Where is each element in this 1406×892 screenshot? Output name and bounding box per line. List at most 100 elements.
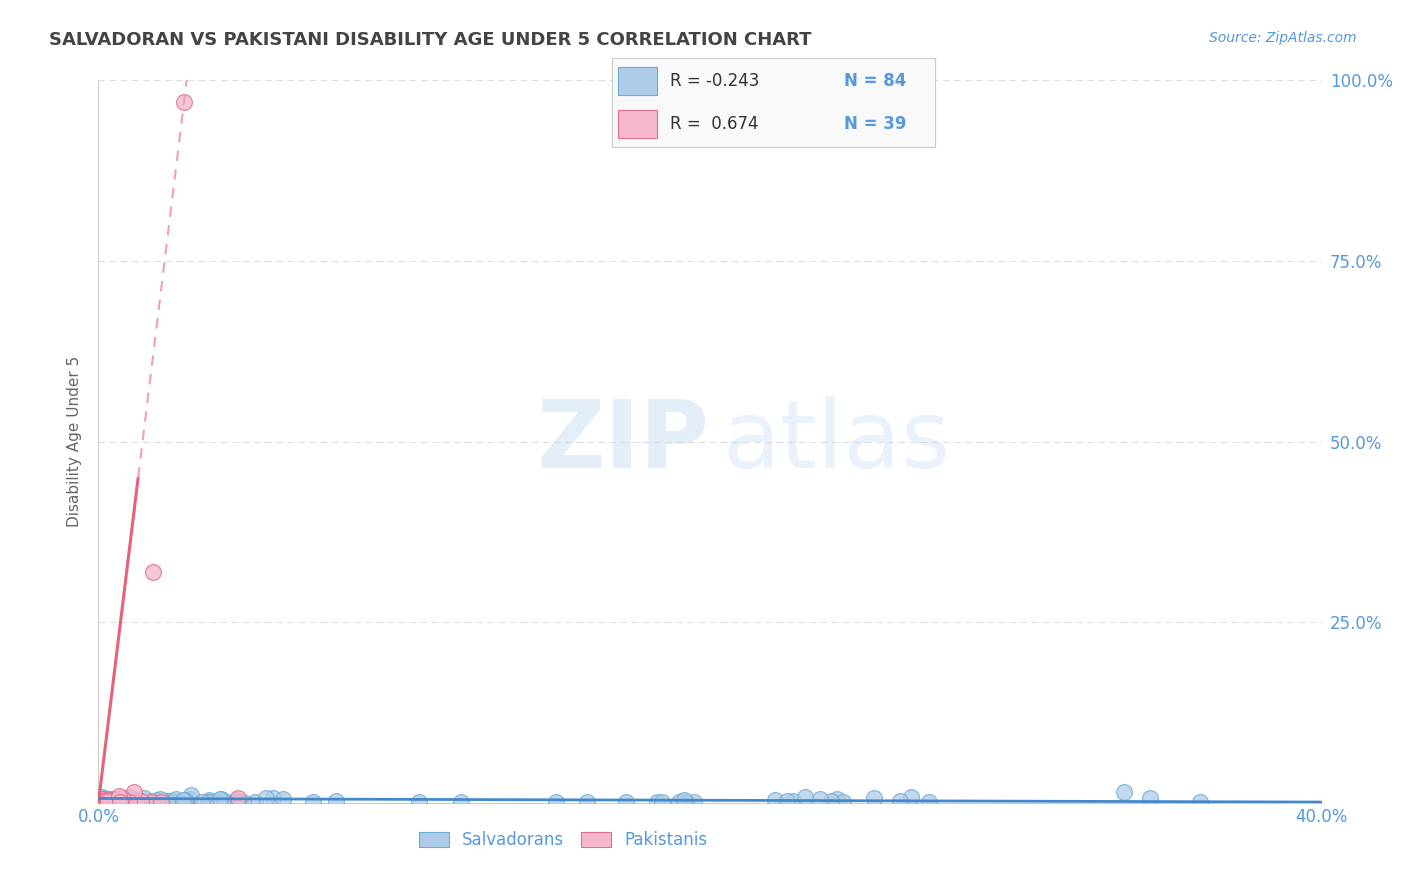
Point: [90, 795, 112, 809]
Point: [122, 785, 145, 799]
Point: [668, 796, 690, 810]
Point: [209, 792, 232, 806]
Point: [325, 794, 347, 808]
Point: [94, 796, 117, 810]
Point: [139, 795, 162, 809]
Point: [225, 793, 247, 807]
Point: [110, 792, 132, 806]
Point: [101, 796, 124, 810]
Point: [118, 789, 141, 804]
Point: [263, 791, 285, 805]
Point: [124, 793, 146, 807]
Point: [90, 794, 112, 808]
Point: [114, 793, 136, 807]
Point: [94, 795, 117, 809]
Point: [271, 792, 294, 806]
Point: [115, 795, 138, 809]
Point: [782, 794, 804, 808]
Point: [142, 565, 165, 579]
Point: [141, 796, 163, 810]
Point: [150, 796, 173, 810]
Text: ZIP: ZIP: [537, 395, 710, 488]
Point: [647, 795, 669, 809]
Point: [97, 792, 120, 806]
Point: [108, 789, 131, 804]
Point: [103, 794, 125, 808]
Point: [90, 793, 112, 807]
Point: [129, 794, 152, 808]
Point: [101, 794, 124, 808]
Point: [128, 794, 150, 808]
Point: [91, 791, 114, 805]
Point: [121, 794, 143, 808]
Point: [825, 792, 848, 806]
Point: [165, 792, 187, 806]
Text: SALVADORAN VS PAKISTANI DISABILITY AGE UNDER 5 CORRELATION CHART: SALVADORAN VS PAKISTANI DISABILITY AGE U…: [49, 31, 811, 49]
Point: [97, 794, 120, 808]
FancyBboxPatch shape: [619, 67, 657, 95]
Point: [90, 792, 112, 806]
Point: [97, 794, 120, 808]
Point: [111, 790, 134, 805]
Point: [794, 790, 817, 805]
Point: [776, 795, 799, 809]
Point: [155, 794, 177, 808]
Point: [209, 791, 232, 805]
Point: [197, 793, 219, 807]
Point: [172, 796, 194, 810]
Text: Source: ZipAtlas.com: Source: ZipAtlas.com: [1209, 31, 1357, 45]
Point: [104, 793, 127, 807]
Point: [91, 792, 114, 806]
Point: [900, 789, 922, 804]
Point: [103, 796, 125, 810]
Point: [863, 791, 886, 805]
Text: R =  0.674: R = 0.674: [669, 115, 758, 133]
Point: [226, 791, 249, 805]
Point: [149, 796, 172, 810]
Point: [763, 793, 786, 807]
Point: [117, 794, 139, 808]
Point: [243, 796, 266, 810]
Point: [1189, 796, 1212, 810]
Point: [683, 796, 706, 810]
Point: [546, 795, 568, 809]
Point: [450, 795, 472, 809]
Point: [174, 793, 197, 807]
Point: [254, 791, 277, 805]
Point: [91, 794, 114, 808]
Point: [103, 796, 125, 810]
Point: [1139, 791, 1161, 805]
Point: [100, 792, 122, 806]
Point: [614, 796, 637, 810]
Point: [197, 796, 219, 810]
Point: [831, 796, 853, 810]
Point: [110, 795, 132, 809]
Point: [98, 796, 121, 810]
Point: [90, 796, 112, 810]
Point: [93, 794, 115, 808]
Point: [90, 794, 112, 808]
Text: atlas: atlas: [723, 395, 950, 488]
Point: [675, 795, 697, 809]
Point: [228, 795, 250, 809]
Point: [96, 796, 118, 810]
Point: [672, 792, 695, 806]
Point: [132, 790, 155, 805]
Point: [138, 794, 160, 808]
Point: [198, 796, 221, 810]
Point: [120, 791, 142, 805]
Point: [90, 792, 112, 806]
Point: [173, 95, 195, 109]
Point: [117, 795, 139, 809]
Text: N = 39: N = 39: [845, 115, 907, 133]
Point: [575, 796, 598, 810]
Text: R = -0.243: R = -0.243: [669, 72, 759, 90]
Point: [108, 793, 131, 807]
Point: [179, 791, 201, 805]
Legend: Salvadorans, Pakistanis: Salvadorans, Pakistanis: [412, 824, 714, 856]
Point: [180, 788, 202, 802]
Point: [173, 795, 195, 809]
Point: [190, 796, 212, 810]
Point: [94, 796, 117, 810]
Point: [131, 794, 153, 808]
